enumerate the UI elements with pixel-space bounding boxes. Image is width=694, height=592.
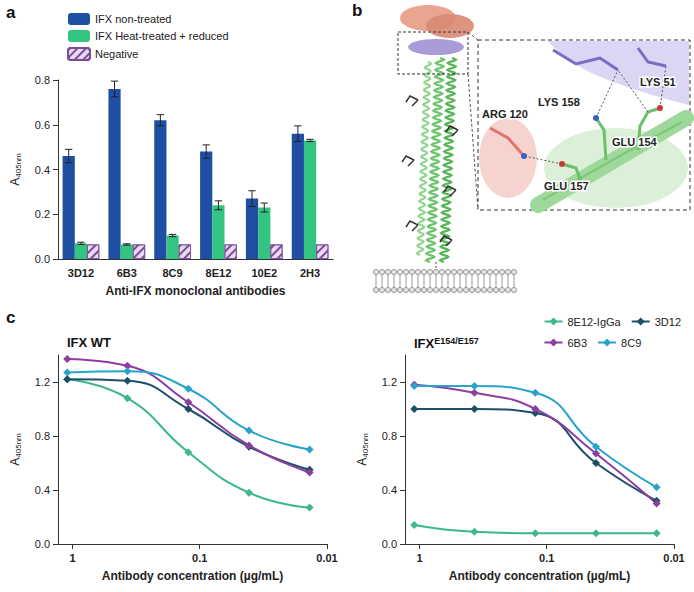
svg-text:GLU 154: GLU 154	[612, 136, 658, 148]
svg-text:8E12-IgGa: 8E12-IgGa	[568, 316, 622, 328]
svg-text:0.8: 0.8	[35, 430, 50, 442]
svg-text:LYS 51: LYS 51	[640, 76, 676, 88]
svg-text:0.01: 0.01	[663, 552, 684, 564]
svg-text:0.1: 0.1	[539, 552, 554, 564]
svg-text:405nm: 405nm	[361, 433, 370, 458]
svg-text:8C9: 8C9	[621, 337, 641, 349]
svg-text:3D12: 3D12	[68, 267, 94, 279]
svg-text:a: a	[6, 3, 16, 22]
svg-text:6B3: 6B3	[117, 267, 137, 279]
svg-text:E154/E157: E154/E157	[434, 336, 479, 346]
svg-text:A: A	[8, 178, 22, 186]
svg-text:0.8: 0.8	[382, 430, 397, 442]
svg-text:0.8: 0.8	[35, 74, 50, 86]
svg-text:0.4: 0.4	[35, 164, 50, 176]
svg-text:IFX Heat-treated + reduced: IFX Heat-treated + reduced	[95, 30, 229, 42]
svg-text:0.0: 0.0	[35, 538, 50, 550]
svg-text:Anti-IFX monoclonal antibodies: Anti-IFX monoclonal antibodies	[106, 284, 286, 298]
svg-text:0.6: 0.6	[35, 119, 50, 131]
svg-text:0.1: 0.1	[192, 552, 207, 564]
svg-text:LYS 158: LYS 158	[538, 96, 580, 108]
svg-text:IFX WT: IFX WT	[67, 335, 111, 350]
svg-text:Antibody concentration (µg/mL): Antibody concentration (µg/mL)	[449, 569, 631, 583]
svg-text:0.2: 0.2	[35, 208, 50, 220]
svg-text:8C9: 8C9	[162, 267, 182, 279]
svg-text:6B3: 6B3	[568, 337, 588, 349]
svg-text:b: b	[352, 1, 362, 20]
svg-text:ARG 120: ARG 120	[482, 108, 528, 120]
svg-text:Negative: Negative	[95, 48, 138, 60]
svg-text:0.0: 0.0	[35, 253, 50, 265]
svg-text:A: A	[355, 458, 369, 466]
svg-text:1.2: 1.2	[35, 376, 50, 388]
svg-text:IFX non-treated: IFX non-treated	[95, 13, 171, 25]
svg-text:GLU 157: GLU 157	[544, 180, 589, 192]
svg-text:c: c	[6, 308, 15, 327]
svg-text:0.01: 0.01	[316, 552, 337, 564]
svg-text:1: 1	[69, 552, 75, 564]
svg-text:0.0: 0.0	[382, 538, 397, 550]
svg-text:405nm: 405nm	[14, 433, 23, 458]
svg-text:1: 1	[416, 552, 422, 564]
svg-text:10E2: 10E2	[251, 267, 277, 279]
svg-text:8E12: 8E12	[206, 267, 232, 279]
svg-text:A: A	[8, 458, 22, 466]
svg-text:Antibody concentration (µg/mL): Antibody concentration (µg/mL)	[102, 569, 284, 583]
svg-text:0.4: 0.4	[35, 484, 50, 496]
svg-text:2H3: 2H3	[300, 267, 320, 279]
svg-text:1.2: 1.2	[382, 376, 397, 388]
svg-text:0.4: 0.4	[382, 484, 397, 496]
svg-text:3D12: 3D12	[655, 316, 681, 328]
svg-text:IFX: IFX	[414, 336, 435, 351]
svg-text:405nm: 405nm	[14, 153, 23, 178]
